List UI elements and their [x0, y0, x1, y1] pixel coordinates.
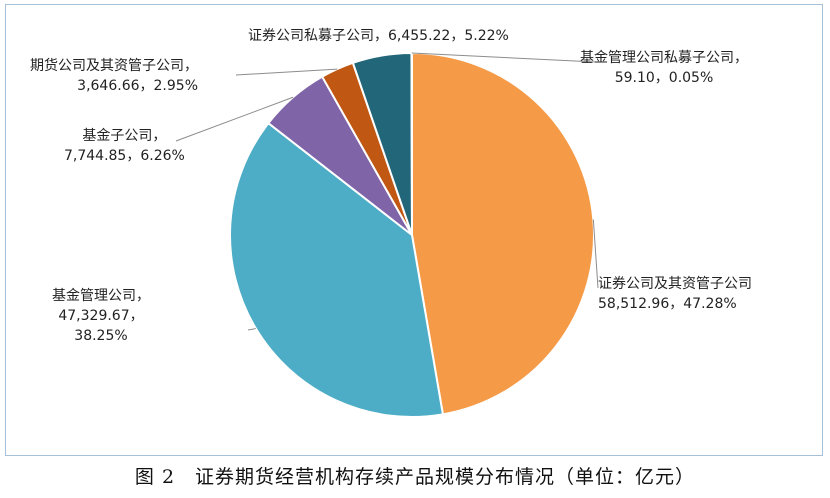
label-value-line: 47,329.67， [58, 308, 144, 324]
label-name: 期货公司及其资管子公司， [30, 58, 198, 74]
label-fund-mgmt-private-subsidiary: 基金管理公司私募子公司， 59.10，0.05% [580, 48, 748, 88]
pie-slice [410, 51, 413, 236]
label-securities-private-subsidiary: 证券公司私募子公司，6,455.22，5.22% [248, 26, 509, 46]
leader-line [247, 328, 256, 331]
label-fund-management: 基金管理公司， 47,329.67， 38.25% [52, 286, 150, 346]
pie-slice [411, 51, 595, 416]
label-value-line: 59.10，0.05% [614, 70, 714, 86]
leader-line [411, 52, 597, 63]
label-name: 基金子公司， [82, 128, 167, 144]
label-futures-and-asset-mgmt: 期货公司及其资管子公司， 3,646.66，2.95% [30, 56, 198, 96]
pie-slice [229, 121, 445, 418]
label-fund-subsidiary: 基金子公司， 7,744.85，6.26% [64, 126, 185, 166]
label-name: 基金管理公司， [52, 288, 150, 304]
leader-line [175, 96, 294, 142]
label-securities-and-asset-mgmt: 证券公司及其资管子公司 58,512.96，47.28% [598, 274, 752, 314]
label-value-line: 7,744.85，6.26% [64, 148, 185, 164]
figure-caption: 图 2 证券期货经营机构存续产品规模分布情况（单位：亿元） [134, 466, 696, 488]
leader-line [235, 68, 338, 76]
leader-line [592, 219, 599, 289]
label-name: 基金管理公司私募子公司， [580, 50, 748, 66]
label-percent: 38.25% [74, 328, 128, 344]
label-name: 证券公司及其资管子公司 [598, 276, 752, 292]
label-value-line: 证券公司私募子公司，6,455.22，5.22% [248, 28, 509, 44]
label-value-line: 58,512.96，47.28% [598, 296, 737, 312]
label-value-line: 3,646.66，2.95% [77, 78, 198, 94]
pie-chart [175, 51, 599, 418]
